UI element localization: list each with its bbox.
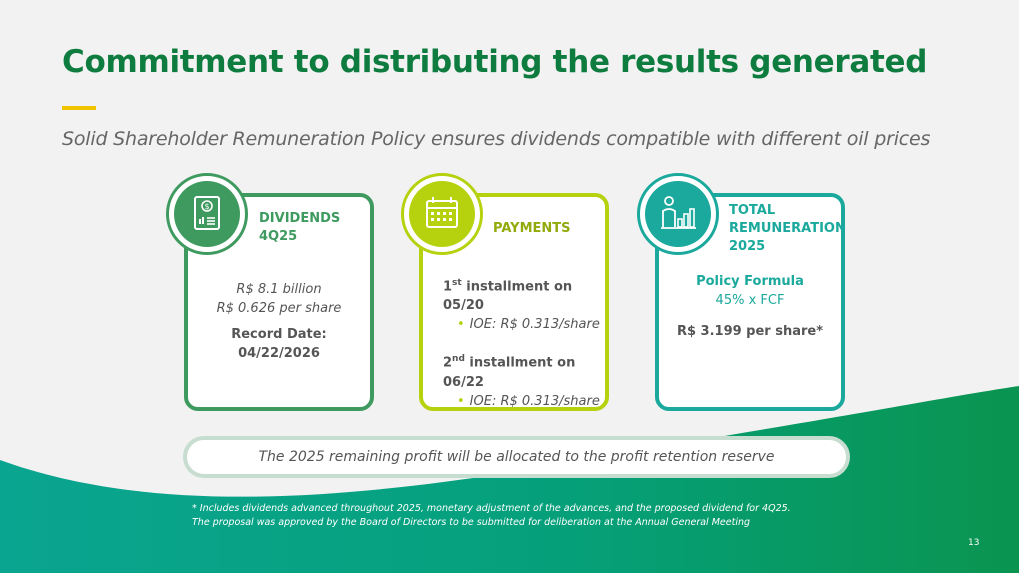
person-chart-icon (661, 196, 696, 229)
first-installment-ordinal: 1 (443, 279, 453, 295)
remuneration-per-share: R$ 3.199 per share* (676, 324, 824, 339)
payments-icon-badge (401, 173, 483, 255)
second-installment: 2nd installment on 06/22 (423, 350, 605, 391)
first-installment: 1st installment on 05/20 (423, 274, 605, 315)
first-installment-text: installment on 05/20 (443, 279, 573, 314)
remuneration-heading-line2: REMUNERATION (729, 221, 846, 236)
second-installment-suffix: nd (452, 354, 465, 365)
dividends-amount: R$ 8.1 billion (236, 282, 322, 297)
dividends-body: R$ 8.1 billion R$ 0.626 per share Record… (188, 280, 370, 363)
title-underline (62, 106, 96, 110)
footnote: * Includes dividends advanced throughout… (192, 502, 791, 530)
dividends-per-share: R$ 0.626 per share (216, 301, 342, 316)
first-installment-suffix: st (452, 278, 462, 288)
dividends-heading: DIVIDENDS 4Q25 (259, 210, 340, 246)
first-installment-detail-text: IOE: R$ 0.313/share (469, 317, 600, 333)
retention-banner-text: The 2025 remaining profit will be alloca… (258, 449, 775, 465)
second-installment-ordinal: 2 (443, 355, 453, 371)
page-subtitle: Solid Shareholder Remuneration Policy en… (62, 128, 931, 150)
remuneration-heading: TOTAL REMUNERATION 2025 (729, 202, 846, 256)
dividends-heading-line2: 4Q25 (259, 229, 298, 244)
remuneration-icon-badge (637, 173, 719, 255)
footnote-line1: * Includes dividends advanced throughout… (192, 503, 791, 514)
page-number: 13 (968, 538, 980, 548)
remuneration-body: Policy Formula 45% x FCF R$ 3.199 per sh… (659, 272, 841, 341)
second-installment-text: installment on 06/22 (443, 355, 576, 390)
policy-formula-value: 45% x FCF (715, 293, 785, 308)
remuneration-heading-line1: TOTAL (729, 203, 776, 218)
calendar-icon (426, 197, 458, 228)
dividends-icon-badge: $ (166, 173, 248, 255)
document-dollar-icon: $ (194, 196, 220, 230)
record-date-value: 04/22/2026 (238, 346, 320, 361)
second-installment-detail: • IOE: R$ 0.313/share (457, 393, 600, 409)
payments-body: 1st installment on 05/20 • IOE: R$ 0.313/… (423, 274, 605, 411)
remuneration-heading-line3: 2025 (729, 239, 766, 254)
second-installment-detail-text: IOE: R$ 0.313/share (469, 393, 600, 409)
policy-formula-label: Policy Formula (696, 274, 804, 289)
dividends-card (184, 193, 374, 411)
record-date-label: Record Date: (231, 327, 327, 342)
dividends-heading-line1: DIVIDENDS (259, 211, 341, 226)
footnote-line2: The proposal was approved by the Board o… (192, 517, 751, 528)
retention-banner: The 2025 remaining profit will be alloca… (183, 436, 850, 478)
svg-text:$: $ (204, 202, 209, 211)
page-title: Commitment to distributing the results g… (62, 44, 928, 80)
payments-heading: PAYMENTS (493, 221, 571, 236)
first-installment-detail: • IOE: R$ 0.313/share (457, 317, 600, 333)
